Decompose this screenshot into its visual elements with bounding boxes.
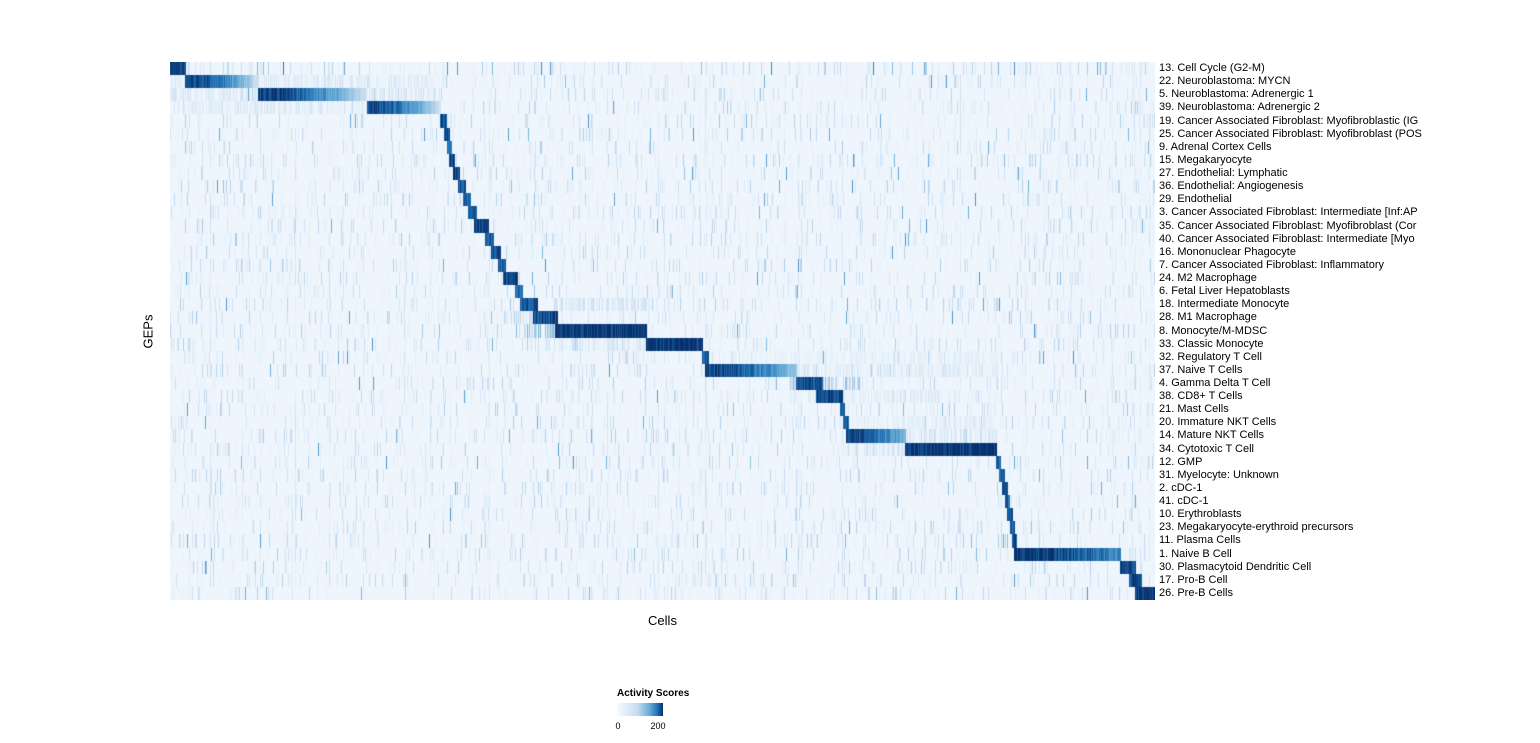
gep-row-label: 33. Classic Monocyte xyxy=(1159,337,1264,350)
gep-row-label: 35. Cancer Associated Fibroblast: Myofib… xyxy=(1159,219,1417,232)
gep-row-label: 39. Neuroblastoma: Adrenergic 2 xyxy=(1159,101,1320,114)
gep-row-label: 30. Plasmacytoid Dendritic Cell xyxy=(1159,560,1312,573)
gep-row-label: 14. Mature NKT Cells xyxy=(1159,429,1264,442)
x-axis-label: Cells xyxy=(648,613,677,628)
legend-title: Activity Scores xyxy=(617,688,690,699)
gep-row-label: 38. CD8+ T Cells xyxy=(1159,390,1243,403)
gep-row-label: 37. Naive T Cells xyxy=(1159,363,1243,376)
gep-row-label: 12. GMP xyxy=(1159,455,1203,468)
gep-row-label: 40. Cancer Associated Fibroblast: Interm… xyxy=(1159,232,1415,245)
gep-row-label: 41. cDC-1 xyxy=(1159,495,1209,508)
gep-row-label: 9. Adrenal Cortex Cells xyxy=(1159,140,1272,153)
gep-row-label: 15. Megakaryocyte xyxy=(1159,153,1252,166)
gep-row-label: 8. Monocyte/M-MDSC xyxy=(1159,324,1268,337)
legend-ticks: 0 200 xyxy=(615,721,737,732)
legend-tick-min: 0 xyxy=(615,721,621,731)
gep-row-label: 16. Mononuclear Phagocyte xyxy=(1159,245,1296,258)
gep-row-label: 27. Endothelial: Lymphatic xyxy=(1159,167,1288,180)
gep-row-label: 11. Plasma Cells xyxy=(1159,534,1241,547)
legend-tick-max: 200 xyxy=(650,721,666,731)
gep-row-label: 6. Fetal Liver Hepatoblasts xyxy=(1159,285,1290,298)
heatmap-canvas xyxy=(170,62,1155,600)
gep-row-label: 17. Pro-B Cell xyxy=(1159,573,1228,586)
gep-row-label: 34. Cytotoxic T Cell xyxy=(1159,442,1254,455)
gep-row-labels: 13. Cell Cycle (G2-M) 22. Neuroblastoma: … xyxy=(1159,62,1540,600)
gep-row-label: 13. Cell Cycle (G2-M) xyxy=(1159,62,1265,75)
legend-gradient-bar xyxy=(617,703,663,716)
y-axis-label: GEPs xyxy=(140,314,156,349)
gep-row-label: 2. cDC-1 xyxy=(1159,481,1203,494)
gep-row-label: 24. M2 Macrophage xyxy=(1159,272,1257,284)
gep-row-label: 22. Neuroblastoma: MYCN xyxy=(1159,75,1291,88)
gep-row-label: 25. Cancer Associated Fibroblast: Myofib… xyxy=(1159,127,1422,140)
legend: Activity Scores 0 200 xyxy=(615,688,737,732)
gep-row-label: 26. Pre-B Cells xyxy=(1159,586,1233,599)
gep-row-label: 36. Endothelial: Angiogenesis xyxy=(1159,180,1304,193)
gep-row-label: 1. Naive B Cell xyxy=(1159,547,1232,560)
gep-row-label: 23. Megakaryocyte-erythroid precursors xyxy=(1159,521,1354,534)
gep-row-label: 4. Gamma Delta T Cell xyxy=(1159,376,1271,389)
gep-row-label: 20. Immature NKT Cells xyxy=(1159,416,1277,429)
gep-row-label: 32. Regulatory T Cell xyxy=(1159,350,1262,363)
gep-row-label: 10. Erythroblasts xyxy=(1159,508,1242,521)
gep-row-label: 3. Cancer Associated Fibroblast: Interme… xyxy=(1159,206,1418,219)
gep-row-label: 19. Cancer Associated Fibroblast: Myofib… xyxy=(1159,114,1419,127)
gep-row-label: 7. Cancer Associated Fibroblast: Inflamm… xyxy=(1159,258,1384,271)
gep-row-label: 29. Endothelial xyxy=(1159,193,1232,206)
gep-row-label: 18. Intermediate Monocyte xyxy=(1159,298,1290,311)
gep-row-label: 5. Neuroblastoma: Adrenergic 1 xyxy=(1159,88,1314,101)
gep-row-label: 31. Myelocyte: Unknown xyxy=(1159,468,1279,481)
gep-row-label: 21. Mast Cells xyxy=(1159,403,1229,416)
gep-row-label: 28. M1 Macrophage xyxy=(1159,311,1257,324)
